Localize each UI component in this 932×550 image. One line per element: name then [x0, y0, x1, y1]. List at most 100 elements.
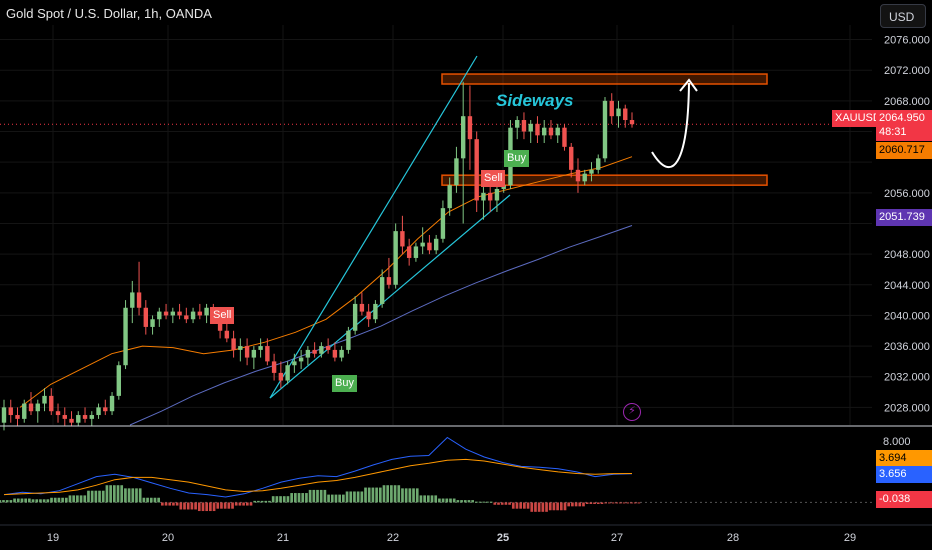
- macd-histogram-bar: [94, 490, 98, 503]
- x-tick-label: 19: [47, 532, 59, 544]
- macd-histogram-bar: [463, 500, 467, 503]
- macd-histogram-bar: [131, 488, 135, 503]
- macd-histogram-bar: [172, 502, 175, 506]
- candle-body: [400, 231, 405, 247]
- x-tick-label: 25: [497, 532, 509, 544]
- macd-histogram-bar: [478, 501, 482, 503]
- macd-histogram-bar: [253, 500, 257, 503]
- macd-histogram-bar: [404, 488, 408, 503]
- macd-histogram-bar: [209, 502, 212, 512]
- candle-body: [244, 346, 250, 358]
- macd-histogram-bar: [367, 487, 371, 503]
- macd-histogram-bar: [423, 495, 426, 503]
- macd-histogram-bar: [475, 501, 478, 503]
- candle-body: [116, 365, 121, 396]
- candles: [1, 81, 635, 431]
- macd-histogram-bar: [290, 493, 293, 503]
- candle-body: [103, 407, 108, 412]
- macd-histogram-bar: [419, 495, 423, 503]
- macd-histogram-bar: [611, 502, 615, 504]
- candle-body: [204, 307, 209, 316]
- macd-histogram-bar: [249, 502, 253, 506]
- macd-histogram-bar: [268, 500, 271, 503]
- macd-histogram-bar: [323, 489, 327, 503]
- macd-histogram-bar: [76, 495, 79, 503]
- macd-histogram-bar: [511, 502, 515, 509]
- candle-body: [487, 192, 493, 201]
- macd-histogram-bar: [83, 495, 87, 503]
- candle-body: [8, 407, 13, 416]
- y-tick-label: 2040.000: [884, 310, 930, 322]
- macd-histogram-bar: [35, 499, 39, 503]
- candle-body: [420, 242, 425, 247]
- macd-hist-tag: -0.038: [876, 491, 932, 508]
- candle-body: [292, 361, 297, 366]
- macd-histogram-bar: [186, 502, 190, 510]
- macd-histogram-bar: [61, 497, 64, 503]
- macd-histogram-bar: [353, 491, 356, 503]
- candle-body: [359, 303, 365, 312]
- candle-body: [35, 403, 40, 412]
- macd-histogram-bar: [53, 497, 57, 503]
- macd-histogram-bar: [297, 493, 301, 503]
- macd-histogram-bar: [190, 502, 194, 510]
- macd-histogram-bar: [87, 490, 90, 503]
- candle-body: [197, 311, 203, 316]
- macd-histogram-bar: [305, 493, 308, 503]
- macd-histogram-bar: [534, 502, 537, 512]
- macd-histogram-bar: [57, 497, 61, 503]
- macd-histogram-bar: [282, 496, 286, 503]
- macd-histogram-bar: [360, 491, 364, 503]
- macd-histogram-bar: [637, 502, 641, 504]
- candle-body: [305, 349, 311, 358]
- projection-arrow: [651, 82, 690, 169]
- macd-histogram-bar: [149, 497, 153, 503]
- macd-histogram-bar: [622, 502, 626, 504]
- candle-body: [251, 349, 257, 358]
- macd-histogram-bar: [460, 500, 463, 503]
- trend-lines: [269, 55, 511, 399]
- candle-body: [130, 292, 135, 308]
- macd-histogram-bar: [541, 502, 545, 512]
- macd-histogram-bar: [28, 498, 31, 503]
- macd-histogram-bar: [46, 499, 50, 503]
- macd-line-tag: 3.656: [876, 466, 932, 483]
- sideways-annotation: Sideways: [496, 91, 574, 110]
- candle-body: [366, 311, 371, 320]
- macd-histogram-bar: [175, 502, 179, 506]
- macd-histogram-bar: [16, 498, 20, 503]
- macd-panel: [0, 436, 872, 512]
- candle-body: [589, 169, 594, 174]
- macd-histogram-bar: [275, 496, 279, 503]
- buy-signal-1: Buy: [332, 375, 357, 392]
- candle-body: [238, 346, 243, 350]
- candle-body: [629, 120, 635, 125]
- candle-body: [278, 372, 284, 381]
- candle-body: [150, 319, 155, 327]
- macd-histogram-bar: [42, 499, 46, 503]
- macd-histogram-bar: [271, 496, 275, 503]
- candle-body: [406, 246, 412, 258]
- ma-fast-line: [19, 156, 633, 408]
- macd-histogram-bar: [124, 488, 127, 503]
- macd-histogram-bar: [24, 498, 28, 503]
- currency-button[interactable]: USD: [880, 4, 926, 28]
- macd-histogram-bar: [31, 499, 35, 503]
- macd-histogram-bar: [456, 500, 460, 503]
- macd-histogram-bar: [161, 502, 164, 506]
- macd-histogram-bar: [497, 502, 500, 505]
- symbol-tag: XAUUSD: [832, 110, 884, 127]
- macd-histogram-bar: [375, 487, 378, 503]
- macd-histogram-bar: [600, 502, 604, 504]
- candle-body: [89, 415, 94, 419]
- x-tick-label: 21: [277, 532, 289, 544]
- macd-histogram-bar: [279, 496, 282, 503]
- candle-body: [346, 330, 351, 350]
- flash-icon[interactable]: ⚡: [623, 403, 641, 421]
- x-tick-label: 20: [162, 532, 174, 544]
- candle-body: [157, 311, 162, 320]
- macd-histogram-bar: [68, 495, 72, 503]
- candle-body: [136, 292, 142, 308]
- macd-histogram-bar: [146, 497, 149, 503]
